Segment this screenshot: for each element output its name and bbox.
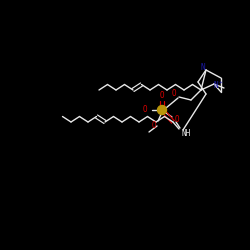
Text: O: O [160,106,164,114]
Text: NH: NH [182,128,191,138]
Text: N: N [214,82,218,90]
Circle shape [158,106,166,114]
Text: O: O [172,90,176,98]
Text: S: S [160,106,164,114]
Text: O: O [152,122,156,130]
Text: O: O [160,90,164,100]
Text: O: O [175,116,179,124]
Text: N: N [201,64,205,72]
Text: +: + [219,80,223,84]
Text: O: O [143,106,147,114]
